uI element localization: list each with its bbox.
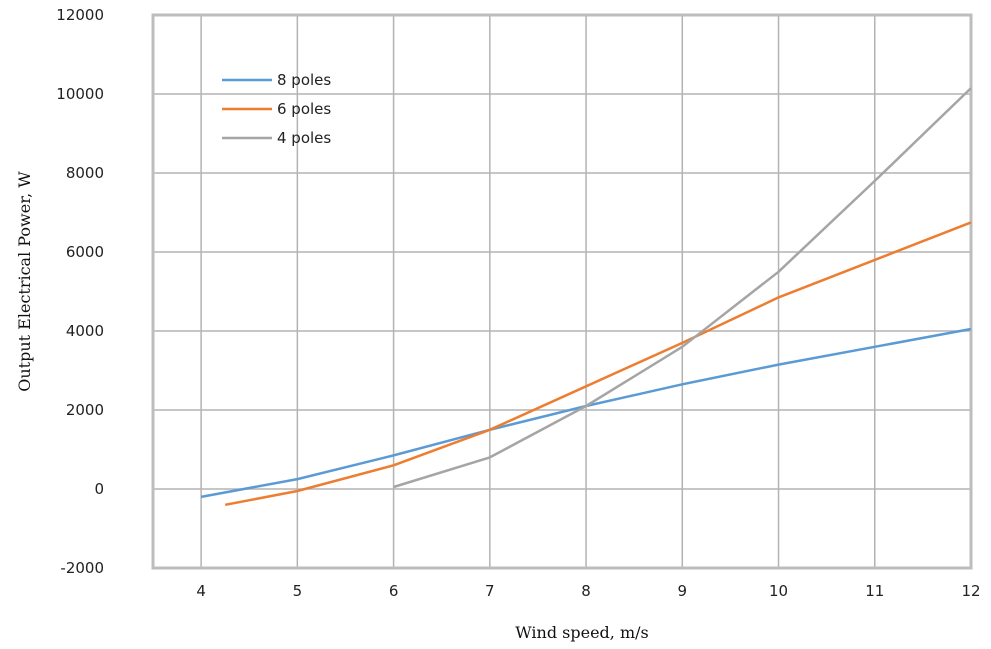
- y-tick-label: 6000: [66, 243, 104, 261]
- legend-label-3: 4 poles: [277, 129, 331, 147]
- legend-label-2: 6 poles: [277, 100, 331, 118]
- series-line-2: [224, 221, 972, 507]
- series-line-3: [393, 87, 972, 489]
- x-tick-label: 11: [865, 582, 884, 600]
- x-tick-labels: 4 5 6 7 8 9 10 11 12: [196, 582, 980, 600]
- x-tick-label: 6: [389, 582, 399, 600]
- series-lines: [200, 87, 972, 507]
- legend: 8 poles 6 poles 4 poles: [222, 71, 331, 147]
- x-tick-label: 8: [581, 582, 591, 600]
- y-tick-label: 4000: [66, 322, 104, 340]
- x-tick-label: 5: [293, 582, 303, 600]
- x-tick-label: 9: [678, 582, 688, 600]
- y-axis-title: Output Electrical Power, W: [15, 171, 34, 392]
- grid: [153, 14, 972, 569]
- legend-label-1: 8 poles: [277, 71, 331, 89]
- x-tick-label: 10: [769, 582, 788, 600]
- x-tick-label: 4: [196, 582, 206, 600]
- y-tick-label: 2000: [66, 401, 104, 419]
- plot-frame: [151, 13, 973, 570]
- y-tick-label: -2000: [60, 559, 104, 577]
- x-tick-label: 7: [485, 582, 495, 600]
- y-tick-label: 0: [94, 480, 104, 498]
- x-tick-label: 12: [961, 582, 980, 600]
- y-tick-label: 8000: [66, 164, 104, 182]
- y-tick-label: 10000: [56, 85, 104, 103]
- y-tick-label: 12000: [56, 6, 104, 24]
- y-tick-labels: -2000 0 2000 4000 6000 8000 10000 12000: [56, 6, 104, 577]
- x-axis-title: Wind speed, m/s: [515, 623, 649, 642]
